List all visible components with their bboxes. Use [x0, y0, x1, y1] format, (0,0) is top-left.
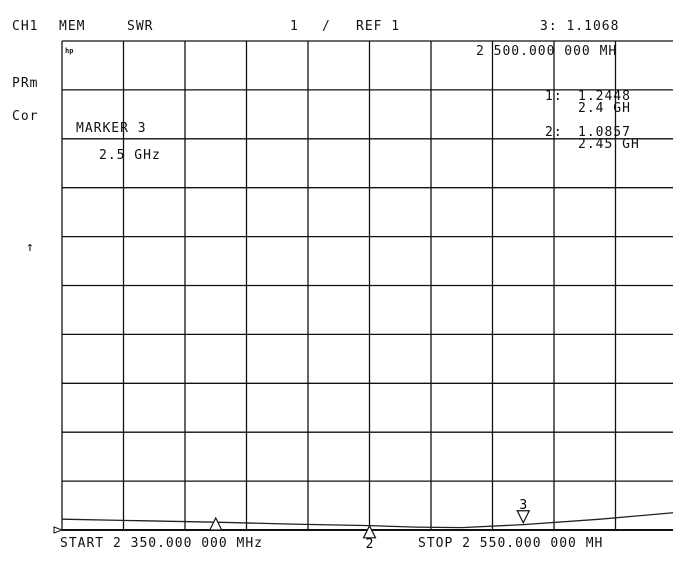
marker-3-number: 3: [519, 498, 527, 513]
marker-1-triangle-up-icon: [208, 516, 223, 531]
marker-3-triangle-down-icon: [516, 510, 531, 525]
format-label: SWR: [127, 19, 154, 34]
ref-label: REF 1: [356, 19, 401, 34]
marker-2-number: 2: [366, 537, 374, 552]
marker-box-title: MARKER 3: [76, 121, 147, 136]
marker-2-value: 1.0857: [578, 125, 631, 140]
cor-label: Cor: [12, 109, 39, 124]
channel-label: CH1: [12, 19, 39, 34]
marker-1-label: 1:: [545, 89, 563, 104]
marker-2-freq: 2.45 GH: [578, 137, 640, 152]
mode-label: MEM: [59, 19, 86, 34]
marker-1-freq: 2.4 GH: [578, 101, 631, 116]
scale-slash: /: [322, 19, 331, 34]
hp-logo: hp: [65, 47, 74, 55]
scale-label: 1: [290, 19, 299, 34]
start-frequency: START 2 350.000 000 MHz: [60, 536, 264, 551]
trace-line: [61, 512, 673, 529]
stop-frequency: STOP 2 550.000 000 MH: [418, 536, 604, 551]
marker-1-value: 1.2448: [578, 89, 631, 104]
marker-box-freq: 2.5 GHz: [99, 148, 161, 163]
reference-pointer-icon: [53, 526, 64, 534]
marker-2-triangle-up-icon: [362, 524, 377, 539]
active-marker-freq: 2 500.000 000 MH: [476, 44, 618, 59]
prm-label: PRm: [12, 76, 39, 91]
marker-2-label: 2:: [545, 125, 563, 140]
ref-arrow-icon: ↑: [26, 240, 35, 255]
active-marker-value: 3: 1.1068: [540, 19, 620, 34]
